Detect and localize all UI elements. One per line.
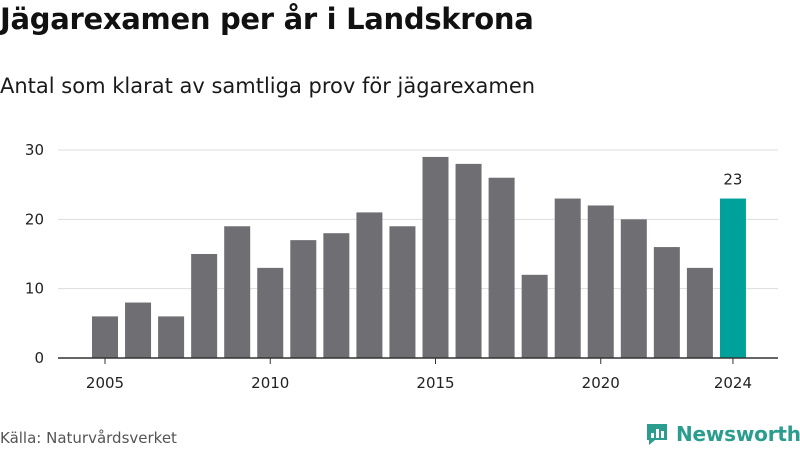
chart-title: Jägarexamen per år i Landskrona — [0, 2, 534, 36]
brand-name: Newsworthy — [676, 422, 800, 446]
bar — [587, 205, 614, 358]
bar — [323, 233, 350, 358]
x-tick-label: 2020 — [582, 374, 620, 392]
newsworthy-logo-icon — [647, 424, 667, 445]
data-label: 23 — [723, 171, 742, 189]
bar — [290, 240, 317, 358]
y-tick-label: 10 — [25, 280, 44, 298]
x-tick-label: 2015 — [416, 374, 454, 392]
bar — [422, 156, 449, 358]
bar — [554, 198, 581, 358]
bar — [158, 316, 185, 358]
bar — [653, 247, 680, 358]
x-tick-label: 2024 — [714, 374, 752, 392]
bar — [257, 267, 284, 358]
bar-highlight — [719, 198, 746, 358]
bar — [620, 219, 647, 358]
bar — [125, 302, 152, 358]
brand-logo: Newsworthy — [644, 421, 800, 447]
bar — [686, 267, 713, 358]
x-tick-label: 2010 — [251, 374, 289, 392]
y-tick-label: 30 — [25, 141, 44, 159]
bar — [356, 212, 383, 358]
x-tick-label: 2005 — [86, 374, 124, 392]
bar — [488, 177, 515, 358]
source-note: Källa: Naturvårdsverket — [0, 429, 177, 447]
bar — [521, 274, 548, 358]
chart-subtitle: Antal som klarat av samtliga prov för jä… — [0, 74, 536, 98]
bar — [389, 226, 416, 358]
bar — [191, 254, 218, 358]
y-tick-label: 0 — [34, 349, 44, 367]
bar — [224, 226, 251, 358]
bar — [92, 316, 118, 358]
y-tick-label: 20 — [25, 210, 44, 228]
bar-chart: 0 10 20 30 23 2005 2010 2015 2020 2024 — [25, 141, 778, 392]
bar — [455, 163, 482, 358]
